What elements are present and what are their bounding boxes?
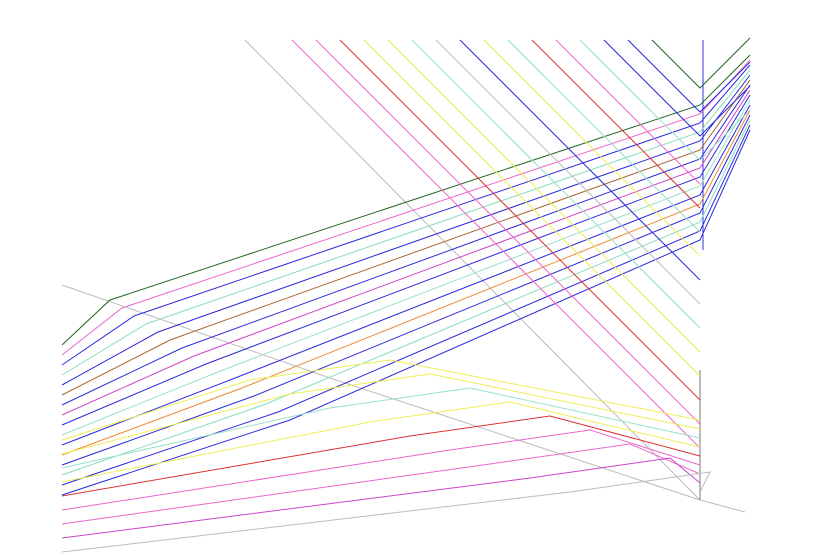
rising-line xyxy=(61,74,751,386)
lower-line xyxy=(61,457,701,539)
falling-line xyxy=(459,39,701,281)
falling-line xyxy=(291,39,701,449)
lower-line xyxy=(61,471,711,553)
falling-line xyxy=(507,39,701,233)
falling-line xyxy=(363,39,701,377)
rising-line xyxy=(61,84,751,406)
lower-line xyxy=(61,429,701,511)
rising-line xyxy=(61,114,751,466)
rising-line xyxy=(61,99,751,436)
falling-line xyxy=(387,39,701,353)
lower-line xyxy=(61,443,701,525)
falling-line xyxy=(411,39,701,329)
reference-line xyxy=(244,39,701,501)
rising-line xyxy=(61,69,751,376)
falling-line xyxy=(483,39,701,257)
rising-line xyxy=(61,64,751,366)
lower-line xyxy=(61,373,701,455)
lower-line xyxy=(61,401,701,483)
lower-line xyxy=(61,387,701,469)
lower-line xyxy=(61,415,701,497)
falling-line xyxy=(555,39,701,185)
falling-line xyxy=(531,39,701,209)
rising-line xyxy=(61,104,751,446)
falling-line xyxy=(603,39,751,137)
falling-line xyxy=(627,39,751,113)
rising-line xyxy=(61,124,751,486)
rising-line xyxy=(61,79,751,396)
falling-line xyxy=(579,39,751,161)
falling-line xyxy=(435,39,701,305)
rising-line xyxy=(61,129,751,496)
reference-lines xyxy=(61,39,746,513)
falling-line xyxy=(315,39,701,425)
lower-line xyxy=(61,359,701,441)
rising-line xyxy=(61,54,751,346)
reference-line xyxy=(61,284,701,501)
rising-line xyxy=(61,89,751,416)
rising-line xyxy=(61,94,751,426)
falling-line xyxy=(339,39,701,401)
falling-line xyxy=(651,37,751,89)
reference-line xyxy=(699,499,746,513)
rising-line xyxy=(61,109,751,456)
rising-line xyxy=(61,119,751,476)
